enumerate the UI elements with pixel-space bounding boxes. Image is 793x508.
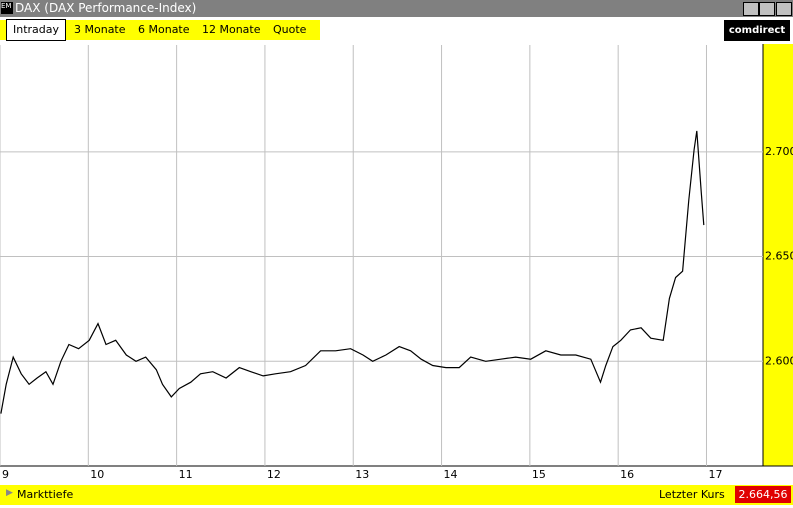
tab[interactable]: 12 Monate bbox=[196, 20, 267, 40]
x-tick-label: 12 bbox=[267, 468, 281, 481]
expand-arrow[interactable]: ▶ bbox=[6, 488, 13, 498]
x-tick-label: 11 bbox=[179, 468, 193, 481]
right-axis-panel bbox=[763, 44, 793, 466]
y-tick-label: 2.650 bbox=[765, 250, 793, 263]
x-tick-label: 17 bbox=[708, 468, 722, 481]
logo: comdirect bbox=[724, 20, 790, 41]
x-tick-label: 16 bbox=[620, 468, 634, 481]
chart: 2.600 2.650 2.700 9 10 11 12 13 14 15 16 17 bbox=[0, 44, 793, 481]
price-line bbox=[0, 130, 705, 414]
restore-button[interactable] bbox=[759, 2, 775, 16]
tab[interactable]: 3 Monate bbox=[68, 20, 132, 40]
tab[interactable]: 6 Monate bbox=[132, 20, 196, 40]
title-bar: EM DAX (DAX Performance-Index) bbox=[0, 0, 793, 17]
y-tick-label: 2.700 bbox=[765, 145, 793, 158]
last-price-label: Letzter Kurs bbox=[659, 488, 725, 501]
y-tick-label: 2.600 bbox=[765, 354, 793, 367]
footer: ▶ Markttiefe Letzter Kurs 2.664,56 bbox=[0, 485, 793, 505]
x-tick-label: 9 bbox=[2, 468, 9, 481]
x-tick-label: 14 bbox=[444, 468, 458, 481]
x-tick-label: 10 bbox=[90, 468, 104, 481]
window-title: DAX (DAX Performance-Index) bbox=[15, 1, 197, 15]
depth-link[interactable]: Markttiefe bbox=[17, 488, 74, 501]
x-tick-label: 13 bbox=[355, 468, 369, 481]
last-price: 2.664,56 bbox=[735, 486, 791, 503]
x-tick-label: 15 bbox=[532, 468, 546, 481]
minimize-button[interactable] bbox=[743, 2, 759, 16]
tab[interactable]: Intraday bbox=[6, 19, 67, 41]
app-icon: EM bbox=[1, 2, 13, 14]
tab-bar: Intraday 3 Monate 6 Monate 12 Monate Quo… bbox=[0, 17, 793, 44]
close-button[interactable] bbox=[776, 2, 792, 16]
tab[interactable]: Quote bbox=[267, 20, 313, 40]
